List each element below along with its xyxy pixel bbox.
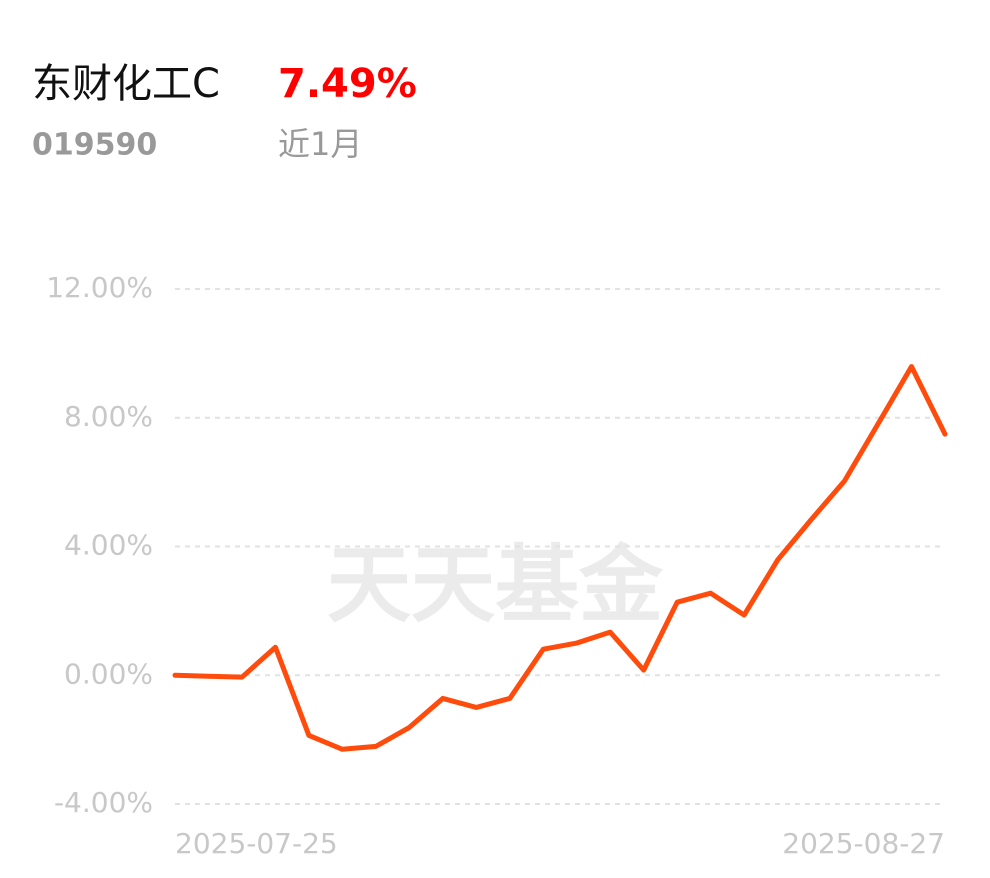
x-tick-label: 2025-08-27 [782, 827, 945, 860]
y-tick-label: 4.00% [64, 529, 153, 562]
y-tick-label: 8.00% [64, 400, 153, 433]
period: 近1月 [278, 125, 362, 163]
watermark: 天天基金 [327, 535, 664, 634]
y-tick-label: -4.00% [54, 786, 153, 819]
y-tick-label: 12.00% [46, 271, 153, 304]
fund-code: 019590 [32, 128, 157, 163]
x-tick-label: 2025-07-25 [175, 827, 338, 860]
fund-return: 7.49% [278, 61, 417, 107]
fund-name: 东财化工C [32, 61, 220, 107]
line [172, 364, 948, 752]
y-tick-label: 0.00% [64, 657, 153, 690]
